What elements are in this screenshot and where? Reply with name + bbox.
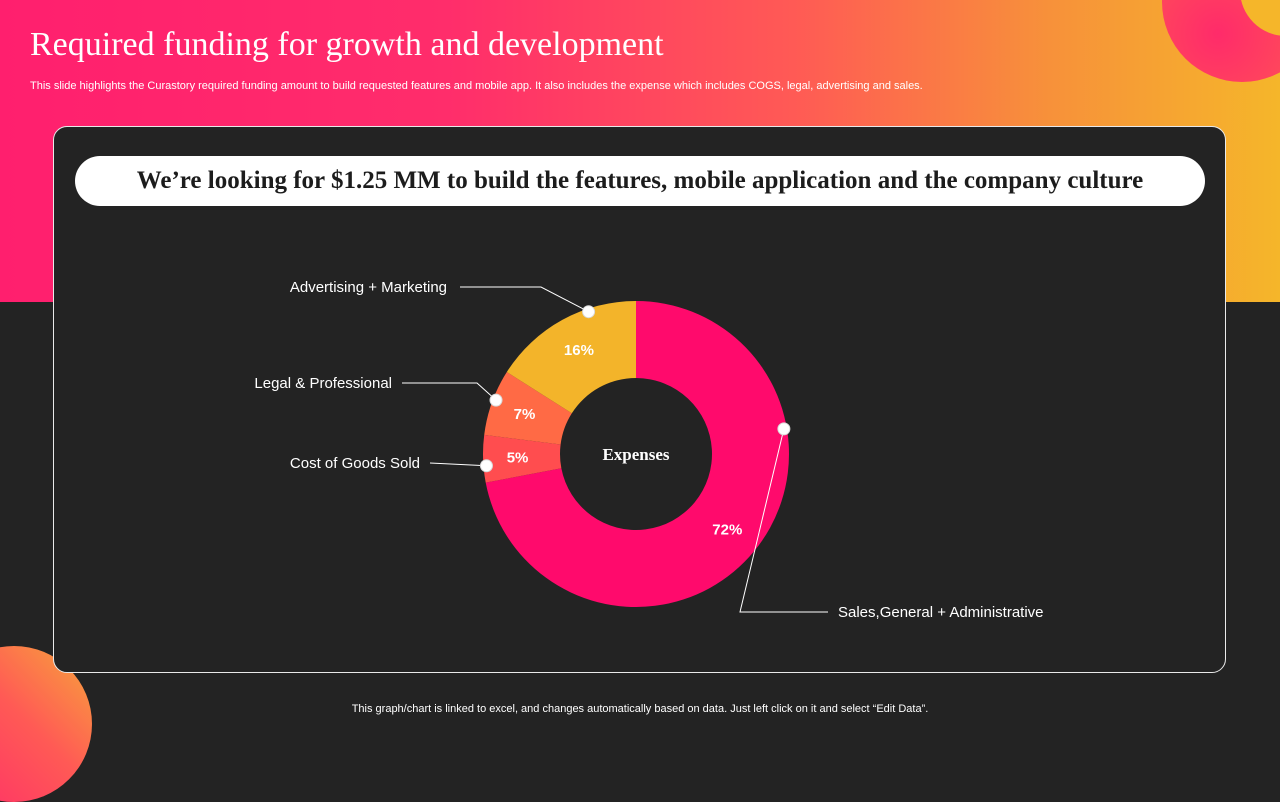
donut-slice-legal-professional[interactable] bbox=[484, 372, 572, 445]
donut-slice-advertising-marketing[interactable] bbox=[506, 301, 636, 414]
callout-line bbox=[429, 462, 487, 467]
category-label-sales-general-administrative: Sales,General + Administrative bbox=[838, 604, 1044, 621]
callout-dot bbox=[479, 459, 493, 473]
callout-dot bbox=[489, 393, 503, 407]
slide-subtitle: This slide highlights the Curastory requ… bbox=[30, 80, 923, 92]
headline-pill: We’re looking for $1.25 MM to build the … bbox=[75, 156, 1205, 206]
callout-dot bbox=[777, 422, 791, 436]
slice-value-label: 7% bbox=[514, 406, 536, 423]
slice-value-label: 72% bbox=[712, 522, 742, 539]
callout-dot bbox=[582, 305, 596, 319]
footer-note: This graph/chart is linked to excel, and… bbox=[351, 703, 929, 715]
category-label-advertising-marketing: Advertising + Marketing bbox=[290, 279, 447, 296]
slice-value-label: 5% bbox=[507, 450, 529, 467]
donut-slice-cost-of-goods-sold[interactable] bbox=[483, 434, 562, 483]
donut-slice-sales-general-administrative[interactable] bbox=[485, 301, 790, 608]
slide-title: Required funding for growth and developm… bbox=[30, 26, 664, 63]
category-label-cost-of-goods-sold: Cost of Goods Sold bbox=[290, 455, 420, 472]
category-label-legal-professional: Legal & Professional bbox=[254, 375, 392, 392]
donut-chart[interactable]: 72% Sales,General + Administrative 5% Cost … bbox=[0, 0, 1280, 720]
donut-center-label: Expenses bbox=[602, 445, 669, 464]
callout-line bbox=[402, 382, 497, 401]
headline-text: We’re looking for $1.25 MM to build the … bbox=[136, 167, 1144, 194]
slice-value-label: 16% bbox=[564, 342, 594, 359]
callout-line bbox=[460, 286, 589, 313]
callout-line bbox=[739, 428, 828, 613]
